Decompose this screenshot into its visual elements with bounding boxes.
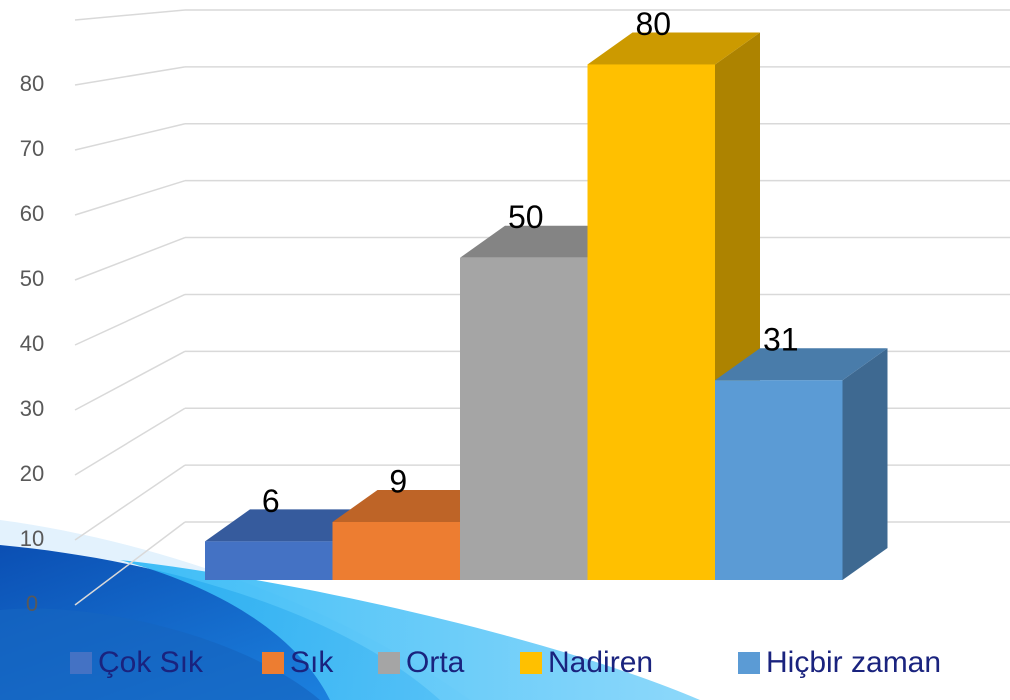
- y-tick-label: 10: [20, 526, 44, 551]
- y-tick-label: 0: [26, 591, 38, 616]
- bar: [715, 380, 843, 580]
- bar-side: [842, 348, 888, 580]
- legend-label: Sık: [290, 646, 334, 679]
- grid-line: [74, 293, 186, 346]
- grid-line: [74, 350, 186, 411]
- bar-top: [587, 32, 760, 65]
- value-label: 9: [389, 463, 407, 499]
- y-tick-label: 60: [20, 201, 44, 226]
- value-label: 31: [763, 322, 799, 358]
- y-tick-label: 80: [20, 71, 44, 96]
- legend-swatch: [378, 652, 400, 674]
- grid-line: [74, 179, 186, 216]
- background-swoosh: [0, 520, 700, 700]
- grid-line: [74, 464, 186, 541]
- bar: [460, 257, 588, 580]
- grid-line: [74, 236, 186, 281]
- value-label: 80: [635, 6, 671, 42]
- y-tick-label: 30: [20, 396, 44, 421]
- legend-swatch: [262, 652, 284, 674]
- y-tick-label: 50: [20, 266, 44, 291]
- grid-line: [74, 66, 186, 86]
- legend-swatch: [70, 652, 92, 674]
- legend-label: Hiçbir zaman: [766, 646, 941, 679]
- y-tick-label: 70: [20, 136, 44, 161]
- bar: [587, 64, 715, 580]
- legend-swatch: [520, 652, 542, 674]
- bar: [332, 522, 460, 580]
- bar: [205, 541, 333, 580]
- legend-swatch: [738, 652, 760, 674]
- legend-label: Nadiren: [548, 646, 653, 679]
- grid-line: [74, 123, 186, 151]
- legend-label: Orta: [406, 646, 465, 679]
- legend-label: Çok Sık: [98, 646, 204, 679]
- grid-line: [74, 9, 186, 21]
- value-label: 50: [508, 199, 544, 235]
- value-label: 6: [262, 483, 280, 519]
- y-tick-label: 20: [20, 461, 44, 486]
- y-tick-label: 40: [20, 331, 44, 356]
- grid-line: [74, 407, 186, 476]
- bar-top: [715, 348, 888, 381]
- grid-line: [74, 521, 186, 606]
